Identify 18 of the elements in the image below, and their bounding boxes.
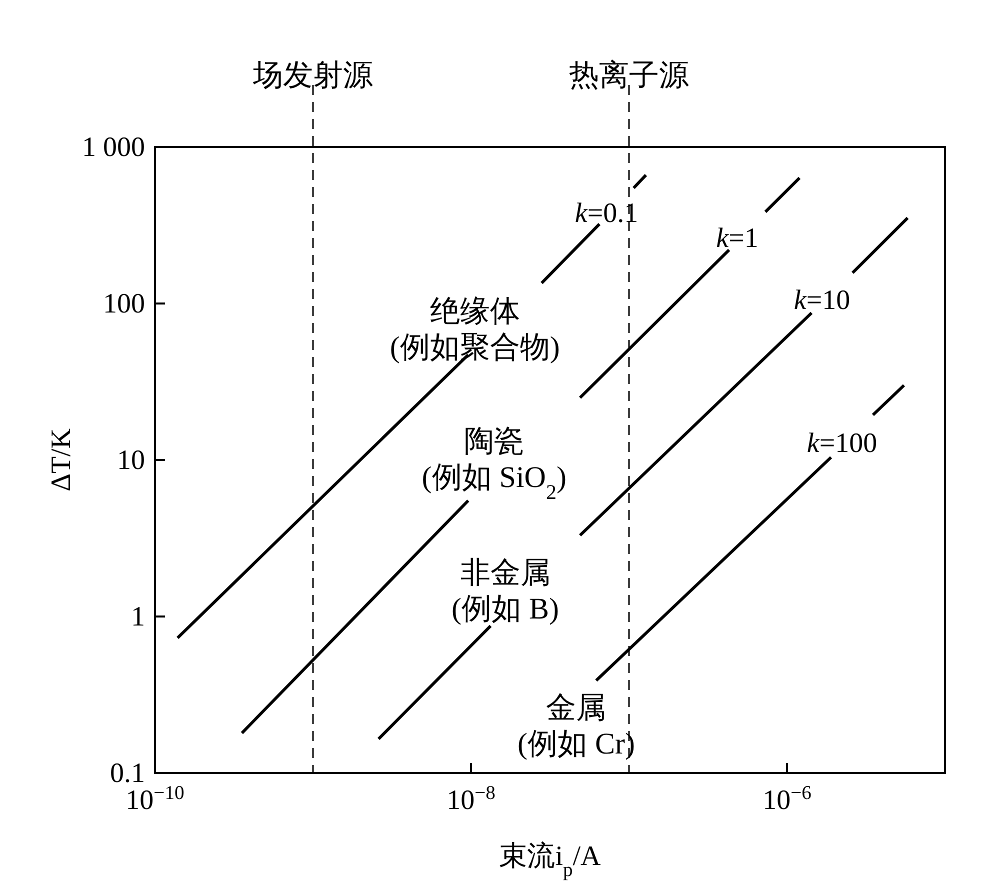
series-label: k=1 bbox=[716, 222, 758, 254]
y-tick-label: 100 bbox=[103, 288, 145, 320]
ref-line-label: 场发射源 bbox=[252, 59, 373, 92]
ref-line-label: 热离子源 bbox=[569, 59, 689, 92]
y-tick-label: 1 000 bbox=[82, 132, 145, 163]
series-label: k=10 bbox=[794, 284, 850, 316]
annotation: 陶瓷 (例如 SiO$_{2}$) bbox=[422, 425, 566, 504]
y-tick-label: 10 bbox=[117, 445, 145, 476]
annotation: 非金属 (例如 B) bbox=[452, 556, 560, 626]
annotation: 绝缘体 (例如聚合物) bbox=[390, 294, 560, 364]
x-axis-title: 束流i$_{p}$/A bbox=[499, 841, 602, 880]
annotation: 金属 (例如 Cr) bbox=[517, 692, 635, 760]
series-label: k=0.1 bbox=[574, 198, 638, 230]
y-tick-label: 1 bbox=[131, 602, 145, 632]
series-label: k=100 bbox=[806, 428, 878, 460]
y-axis-title: ΔT/K bbox=[46, 428, 77, 492]
x-tick-label: 10$^{−8}$ bbox=[446, 782, 496, 816]
x-tick-label: 10$^{−6}$ bbox=[762, 782, 812, 816]
